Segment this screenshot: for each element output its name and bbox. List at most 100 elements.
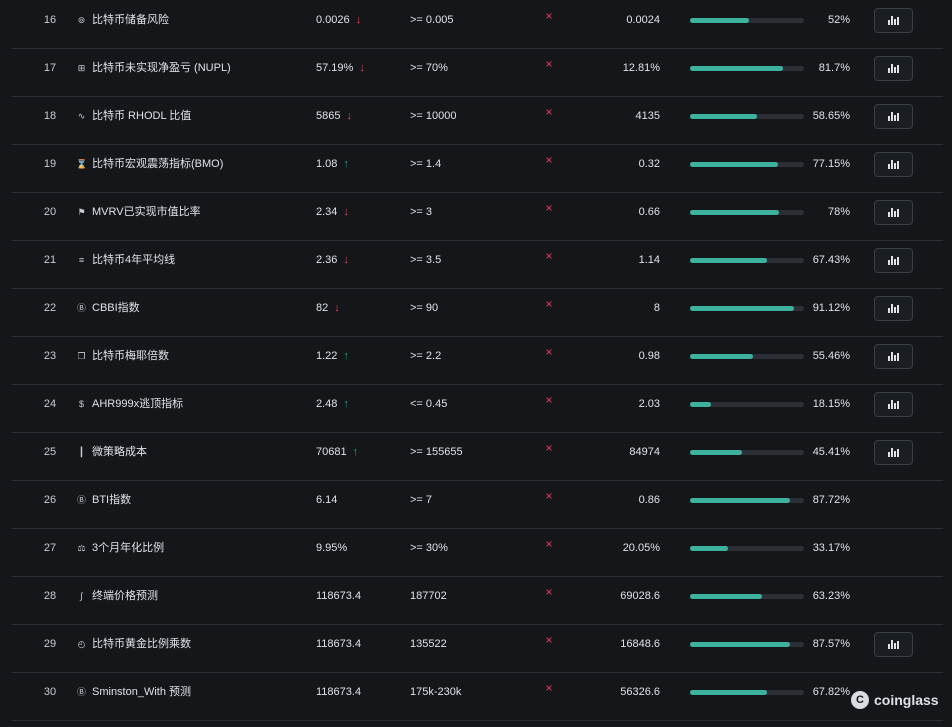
progress-bar bbox=[690, 258, 804, 263]
value-text: 2.36 bbox=[316, 254, 338, 266]
current-value: 5865 ↓ bbox=[316, 96, 352, 136]
progress-bar bbox=[690, 162, 804, 167]
current-value: 82 ↓ bbox=[316, 288, 340, 328]
arrow-up-icon: ↑ bbox=[343, 158, 349, 170]
indicator-label: Sminston_With 预测 bbox=[92, 686, 192, 698]
progress-percent: 77.15% bbox=[812, 158, 850, 170]
indicator-name[interactable]: ┃ 微策略成本 bbox=[76, 432, 147, 472]
progress-bar-fill bbox=[690, 642, 790, 647]
current-value: 118673.4 bbox=[316, 672, 361, 712]
view-chart-button[interactable] bbox=[874, 152, 913, 177]
arrow-down-icon: ↓ bbox=[346, 110, 352, 122]
bar-chart-icon: ┃ bbox=[78, 446, 85, 457]
view-chart-button[interactable] bbox=[874, 440, 913, 465]
indicator-name[interactable]: ⚑ MVRV已实现市值比率 bbox=[76, 192, 201, 232]
table-row: 25 ┃ 微策略成本 70681 ↑ >= 155655 × 84974 45.41% bbox=[12, 432, 943, 481]
arrow-up-icon: ↑ bbox=[343, 398, 349, 410]
distance-value: 12.81% bbox=[622, 62, 660, 74]
view-chart-button[interactable] bbox=[874, 296, 913, 321]
indicator-label: AHR999x逃顶指标 bbox=[92, 398, 184, 410]
bar-chart-icon bbox=[888, 160, 899, 169]
view-chart-button[interactable] bbox=[874, 8, 913, 33]
distance-value: 0.0024 bbox=[626, 14, 660, 26]
not-triggered-icon: × bbox=[545, 57, 553, 71]
indicator-name[interactable]: ⚖ 3个月年化比例 bbox=[76, 528, 164, 568]
progress-bar-fill bbox=[690, 114, 757, 119]
indicator-name[interactable]: ❐ 比特币梅耶倍数 bbox=[76, 336, 169, 376]
progress-bar-fill bbox=[690, 402, 711, 407]
target-value: >= 10000 bbox=[410, 110, 457, 122]
progress-bar bbox=[690, 642, 804, 647]
indicator-label: 比特币宏观震荡指标(BMO) bbox=[92, 158, 224, 170]
value-text: 82 bbox=[316, 302, 329, 314]
progress-percent: 87.57% bbox=[812, 638, 850, 650]
arrow-down-icon: ↓ bbox=[343, 206, 349, 218]
indicator-label: CBBI指数 bbox=[92, 302, 140, 314]
view-chart-button[interactable] bbox=[874, 344, 913, 369]
not-triggered-icon: × bbox=[545, 681, 553, 695]
arrow-down-icon: ↓ bbox=[334, 302, 340, 314]
current-value: 57.19% ↓ bbox=[316, 48, 365, 88]
progress-bar bbox=[690, 546, 804, 551]
row-index: 29 bbox=[43, 638, 57, 650]
current-value: 2.48 ↑ bbox=[316, 384, 349, 424]
value-text: 9.95% bbox=[316, 542, 348, 554]
indicator-name[interactable]: $ AHR999x逃顶指标 bbox=[76, 384, 183, 424]
progress-bar-fill bbox=[690, 594, 763, 599]
value-text: 1.08 bbox=[316, 158, 338, 170]
indicator-name[interactable]: ∿ 比特币 RHODL 比值 bbox=[76, 96, 192, 136]
indicator-name[interactable]: ◴ 比特币黄金比例乘数 bbox=[76, 624, 191, 664]
table-row: 27 ⚖ 3个月年化比例 9.95% >= 30% × 20.05% 33.17% bbox=[12, 528, 943, 577]
view-chart-button[interactable] bbox=[874, 248, 913, 273]
progress-bar bbox=[690, 18, 804, 23]
target-value: >= 70% bbox=[410, 62, 448, 74]
row-index: 24 bbox=[43, 398, 57, 410]
row-index: 22 bbox=[43, 302, 57, 314]
target-value: >= 0.005 bbox=[410, 14, 454, 26]
coinglass-logo: C coinglass bbox=[851, 691, 939, 709]
progress-bar-fill bbox=[690, 354, 754, 359]
bitcoin-icon: Ⓑ bbox=[76, 494, 86, 505]
progress-bar-fill bbox=[690, 258, 767, 263]
indicator-label: 微策略成本 bbox=[92, 446, 147, 458]
distance-value: 0.98 bbox=[638, 350, 660, 362]
progress-percent: 33.17% bbox=[812, 542, 850, 554]
indicator-name[interactable]: ∫ 终端价格预测 bbox=[76, 576, 158, 616]
view-chart-button[interactable] bbox=[874, 104, 913, 129]
row-index: 30 bbox=[43, 686, 57, 698]
bar-chart-icon bbox=[888, 16, 899, 25]
progress-bar bbox=[690, 210, 804, 215]
table-row: 19 ⌛ 比特币宏观震荡指标(BMO) 1.08 ↑ >= 1.4 × 0.32 77.15% bbox=[12, 144, 943, 193]
indicator-name[interactable]: ⊚ 比特币储备风险 bbox=[76, 0, 169, 40]
progress-bar bbox=[690, 450, 804, 455]
indicator-name[interactable]: ⌛ 比特币宏观震荡指标(BMO) bbox=[76, 144, 223, 184]
view-chart-button[interactable] bbox=[874, 200, 913, 225]
indicator-name[interactable]: ⊞ 比特币未实现净盈亏 (NUPL) bbox=[76, 48, 231, 88]
indicator-name[interactable]: Ⓑ BTI指数 bbox=[76, 480, 131, 520]
indicator-name[interactable]: Ⓑ Sminston_With 预测 bbox=[76, 672, 191, 712]
distance-value: 1.14 bbox=[638, 254, 660, 266]
view-chart-button[interactable] bbox=[874, 56, 913, 81]
distance-value: 20.05% bbox=[622, 542, 660, 554]
indicator-name[interactable]: Ⓑ CBBI指数 bbox=[76, 288, 140, 328]
table-row: 16 ⊚ 比特币储备风险 0.0026 ↓ >= 0.005 × 0.0024 52% bbox=[12, 0, 943, 49]
progress-percent: 67.43% bbox=[812, 254, 850, 266]
target-value: <= 0.45 bbox=[410, 398, 448, 410]
not-triggered-icon: × bbox=[545, 9, 553, 23]
flag-icon: ⚑ bbox=[77, 206, 86, 217]
view-chart-button[interactable] bbox=[874, 392, 913, 417]
indicator-label: MVRV已实现市值比率 bbox=[92, 206, 201, 218]
row-index: 19 bbox=[43, 158, 57, 170]
target-value: >= 90 bbox=[410, 302, 439, 314]
value-text: 6.14 bbox=[316, 494, 338, 506]
distance-value: 0.66 bbox=[638, 206, 660, 218]
bitcoin-icon: Ⓑ bbox=[76, 302, 86, 313]
row-index: 23 bbox=[43, 350, 57, 362]
arrow-up-icon: ↑ bbox=[343, 350, 349, 362]
progress-percent: 52% bbox=[827, 14, 850, 26]
indicator-name[interactable]: ≡ 比特币4年平均线 bbox=[76, 240, 175, 280]
progress-bar-fill bbox=[690, 546, 728, 551]
bar-chart-icon bbox=[888, 352, 899, 361]
view-chart-button[interactable] bbox=[874, 632, 913, 657]
not-triggered-icon: × bbox=[545, 393, 553, 407]
